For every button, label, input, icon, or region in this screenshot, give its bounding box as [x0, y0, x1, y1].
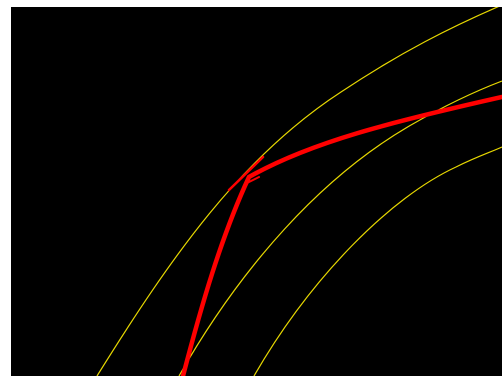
canvas-background: [11, 7, 502, 376]
drawing-canvas[interactable]: [11, 7, 502, 376]
drawing-viewport[interactable]: [11, 7, 502, 376]
